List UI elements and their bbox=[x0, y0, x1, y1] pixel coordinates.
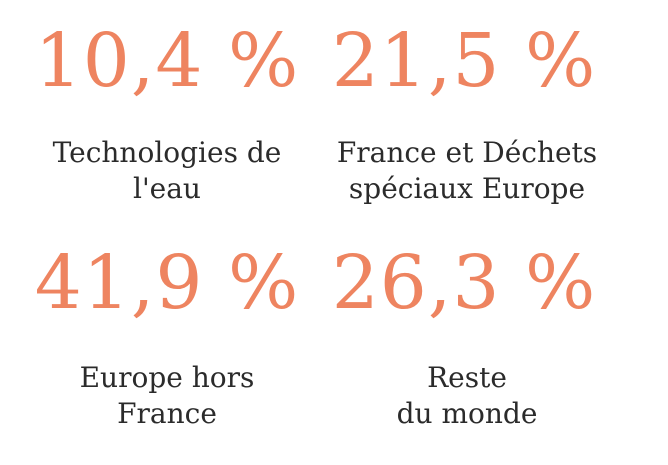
stat-card-rest-of-world: 26,3 % Reste du monde bbox=[300, 232, 634, 432]
stat-label: Technologies de l'eau bbox=[52, 136, 282, 205]
stat-percentage: 41,9 % bbox=[34, 240, 300, 326]
stat-label: Europe hors France bbox=[79, 361, 255, 430]
stat-card-water-technologies: 10,4 % Technologies de l'eau bbox=[0, 0, 334, 207]
stat-label: Reste du monde bbox=[396, 361, 538, 430]
stat-label: France et Déchets spéciaux Europe bbox=[336, 136, 598, 205]
stat-card-france-special-waste: 21,5 % France et Déchets spéciaux Europe bbox=[300, 0, 634, 207]
stat-percentage: 21,5 % bbox=[331, 18, 597, 104]
stat-card-europe-excluding-france: 41,9 % Europe hors France bbox=[0, 232, 334, 432]
stat-percentage: 10,4 % bbox=[34, 18, 300, 104]
stat-percentage: 26,3 % bbox=[331, 240, 597, 326]
